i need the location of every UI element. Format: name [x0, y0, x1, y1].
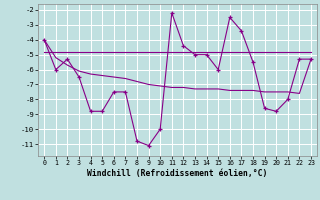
- X-axis label: Windchill (Refroidissement éolien,°C): Windchill (Refroidissement éolien,°C): [87, 169, 268, 178]
